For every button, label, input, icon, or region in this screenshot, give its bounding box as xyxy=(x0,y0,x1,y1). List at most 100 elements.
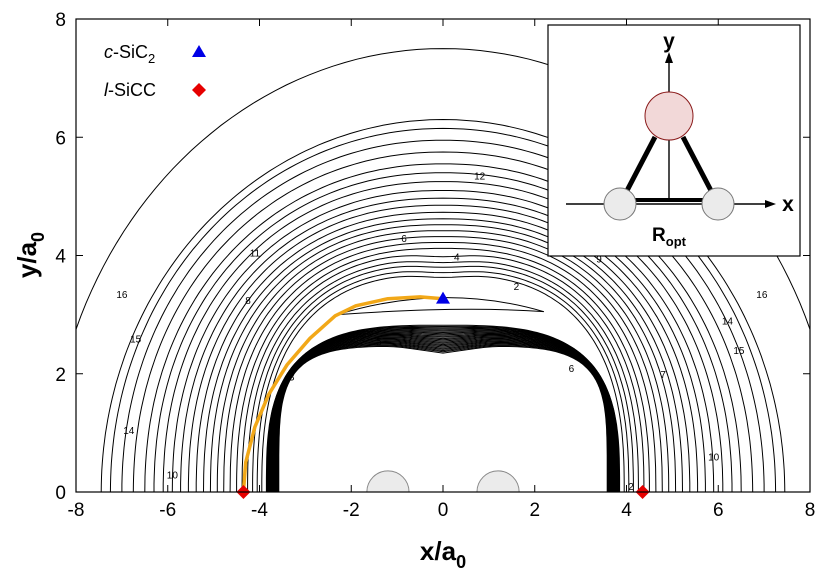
contour-label: 8 xyxy=(245,296,251,307)
x-tick-label: 6 xyxy=(713,500,724,521)
inset-r-main: R xyxy=(652,225,666,246)
triangle-marker xyxy=(436,291,450,304)
contour-line-40 xyxy=(275,341,611,492)
contour-line-32 xyxy=(271,334,615,492)
contour-line-11 xyxy=(203,218,683,492)
y-axis-title: y/a0 xyxy=(12,232,48,278)
reaction-path xyxy=(241,295,444,493)
contour-label: 15 xyxy=(130,334,142,345)
contour-line-10 xyxy=(195,211,691,492)
x-tick-label: -4 xyxy=(251,500,268,521)
legend-main-l: -SiCC xyxy=(108,80,156,100)
contour-line-45 xyxy=(278,346,608,492)
x-axis-title-main: x/a xyxy=(420,536,457,566)
contour-line-14 xyxy=(223,236,663,492)
contour-label: 14 xyxy=(123,426,135,437)
contour-line-34 xyxy=(272,336,614,492)
contour-line-20 xyxy=(256,271,630,492)
contour-line-9 xyxy=(187,204,699,492)
inset-y-arrowhead xyxy=(665,52,673,63)
axis-atom-1 xyxy=(366,470,410,493)
contour-line-13 xyxy=(216,230,670,492)
contour-line-38 xyxy=(274,339,612,492)
contour-label: 4 xyxy=(454,253,460,264)
contour-label: 14 xyxy=(722,317,734,328)
contour-label: 4 xyxy=(608,429,614,440)
contour-line-17 xyxy=(241,255,645,492)
contour-line-12 xyxy=(209,224,677,492)
contour-label: 10 xyxy=(708,453,720,464)
legend-triangle-marker xyxy=(192,45,206,57)
x-axis-title-sub: 0 xyxy=(456,552,466,571)
legend-item-c-sic2: c-SiC2 xyxy=(104,42,155,66)
inset-diagram: y x Ropt xyxy=(547,24,801,257)
contour-label: 12 xyxy=(474,172,486,183)
contour-line-5 xyxy=(153,172,733,492)
contour-label: 2 xyxy=(514,282,520,293)
y-axis-title-sub: 0 xyxy=(28,232,48,242)
legend-diamond-marker xyxy=(192,83,206,97)
contour-line-44 xyxy=(277,345,609,492)
contour-line-16 xyxy=(236,247,650,492)
contour-line-0 xyxy=(100,118,786,492)
contour-line-28 xyxy=(269,330,617,492)
contour-line-36 xyxy=(273,338,613,492)
contour-line-29 xyxy=(269,331,617,492)
contour-line-6 xyxy=(162,181,724,492)
contour-line-2 xyxy=(121,139,765,492)
contour-label: 7 xyxy=(660,370,666,381)
contour-label: 16 xyxy=(116,290,128,301)
contour-labels: 12 6 4 2 11 9 8 16 16 15 15 14 14 10 10 7 6 3 5 4 2 5 xyxy=(116,172,768,493)
contour-local-well xyxy=(337,297,545,316)
y-tick-label: 2 xyxy=(55,365,66,386)
contour-label: 15 xyxy=(733,346,745,357)
legend-sub-c: 2 xyxy=(148,51,155,66)
contour-line-4 xyxy=(144,163,742,492)
inset-c-atom-right xyxy=(701,187,735,221)
contour-line-41 xyxy=(276,342,610,492)
contour-line-3 xyxy=(132,151,754,492)
contour-line-18 xyxy=(247,261,639,492)
point-markers xyxy=(236,291,650,499)
inset-x-arrowhead xyxy=(765,200,776,208)
contour-line-42 xyxy=(276,343,610,492)
inset-frame xyxy=(547,24,801,257)
contour-line-43 xyxy=(277,344,609,492)
x-tick-label: 2 xyxy=(529,500,540,521)
y-axis-title-main: y/a xyxy=(12,241,42,278)
legend-prefix-l: l xyxy=(104,80,109,100)
contour-label: 5 xyxy=(268,426,274,437)
contour-line-31 xyxy=(270,333,616,492)
contour-label: 9 xyxy=(596,254,602,265)
x-tick-label: 4 xyxy=(621,500,632,521)
contour-line-7 xyxy=(171,190,715,492)
contour-line-15 xyxy=(229,242,657,492)
y-tick-label: 6 xyxy=(55,128,66,149)
contour-line-35 xyxy=(272,337,614,492)
axis-ticks: -8 -6 -4 -2 0 2 4 6 8 0 2 4 6 8 xyxy=(55,10,815,521)
legend-prefix-c: c xyxy=(104,42,113,62)
contour-line-outer xyxy=(76,48,810,331)
inset-c-atom-left xyxy=(603,187,637,221)
y-tick-label: 8 xyxy=(55,10,66,31)
x-tick-label: 8 xyxy=(805,500,816,521)
x-tick-label: -8 xyxy=(68,500,85,521)
contour-line-19 xyxy=(252,265,634,492)
reaction-path-line xyxy=(241,295,444,493)
inset-r-label: Ropt xyxy=(652,225,687,249)
inset-y-label: y xyxy=(663,30,675,53)
contour-label: 2 xyxy=(628,482,634,493)
contour-line-30 xyxy=(270,332,616,492)
contour-label: 11 xyxy=(250,249,261,260)
axis-atoms xyxy=(366,470,520,493)
inset-r-sub: opt xyxy=(666,234,687,249)
legend-item-l-sicc: l-SiCC xyxy=(104,80,156,100)
contour-label: 6 xyxy=(569,364,575,375)
contour-label: 6 xyxy=(401,234,407,245)
y-tick-label: 4 xyxy=(55,247,66,268)
y-tick-label: 0 xyxy=(55,483,66,504)
x-tick-label: -2 xyxy=(343,500,360,521)
legend-main-c: -SiC xyxy=(113,42,148,62)
inset-x-label: x xyxy=(782,193,794,216)
